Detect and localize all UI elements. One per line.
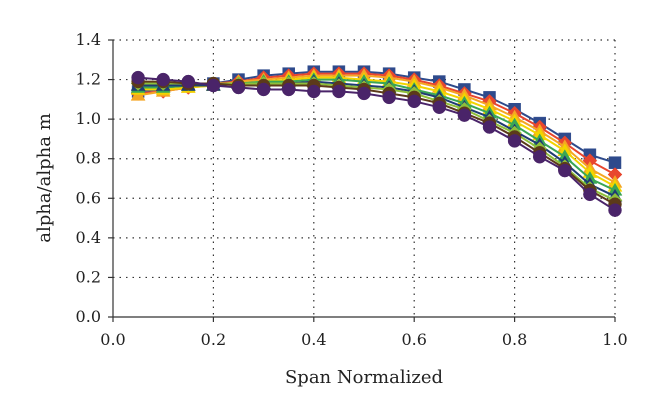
y-tick-label: 1.2 xyxy=(76,70,101,89)
data-point xyxy=(482,120,497,134)
tick-labels: 0.0 0.2 0.4 0.6 0.8 1.0 1.2 1.4 0.0 0.2 0.4 0.6 0.8 1… xyxy=(76,30,628,349)
x-axis-title: Span Normalized xyxy=(285,367,443,388)
x-tick-label: 0.0 xyxy=(100,330,125,349)
data-point xyxy=(457,108,472,122)
data-point xyxy=(608,203,622,217)
data-point xyxy=(131,70,145,85)
y-tick-label: 0.0 xyxy=(76,307,101,326)
y-tick-label: 1.4 xyxy=(76,30,101,49)
y-tick-label: 0.2 xyxy=(76,267,101,286)
data-point xyxy=(407,94,421,109)
data-point xyxy=(608,156,622,169)
x-tick-label: 0.6 xyxy=(401,330,426,349)
data-point xyxy=(281,82,296,97)
y-tick-label: 0.6 xyxy=(76,188,101,207)
data-point xyxy=(156,72,170,87)
data-point xyxy=(357,86,371,101)
series-9 xyxy=(131,70,622,217)
series-group xyxy=(130,65,623,217)
axes xyxy=(108,39,616,322)
data-point xyxy=(181,74,196,89)
x-tick-label: 0.2 xyxy=(201,330,226,349)
y-tick-label: 0.8 xyxy=(76,149,101,168)
x-tick-label: 0.8 xyxy=(502,330,527,349)
data-point xyxy=(558,163,572,178)
data-point xyxy=(231,80,246,95)
y-tick-label: 0.4 xyxy=(76,228,101,247)
y-axis-title: alpha/alpha m xyxy=(34,113,55,243)
x-tick-label: 1.0 xyxy=(602,330,627,349)
data-point xyxy=(332,84,346,99)
y-tick-label: 1.0 xyxy=(76,109,101,128)
x-tick-label: 0.4 xyxy=(301,330,326,349)
data-point xyxy=(583,187,597,202)
data-point xyxy=(307,84,321,99)
data-point xyxy=(432,100,447,115)
data-point xyxy=(382,90,396,105)
data-point xyxy=(532,149,547,164)
data-point xyxy=(507,134,522,148)
data-point xyxy=(256,82,271,97)
data-point xyxy=(206,78,221,93)
